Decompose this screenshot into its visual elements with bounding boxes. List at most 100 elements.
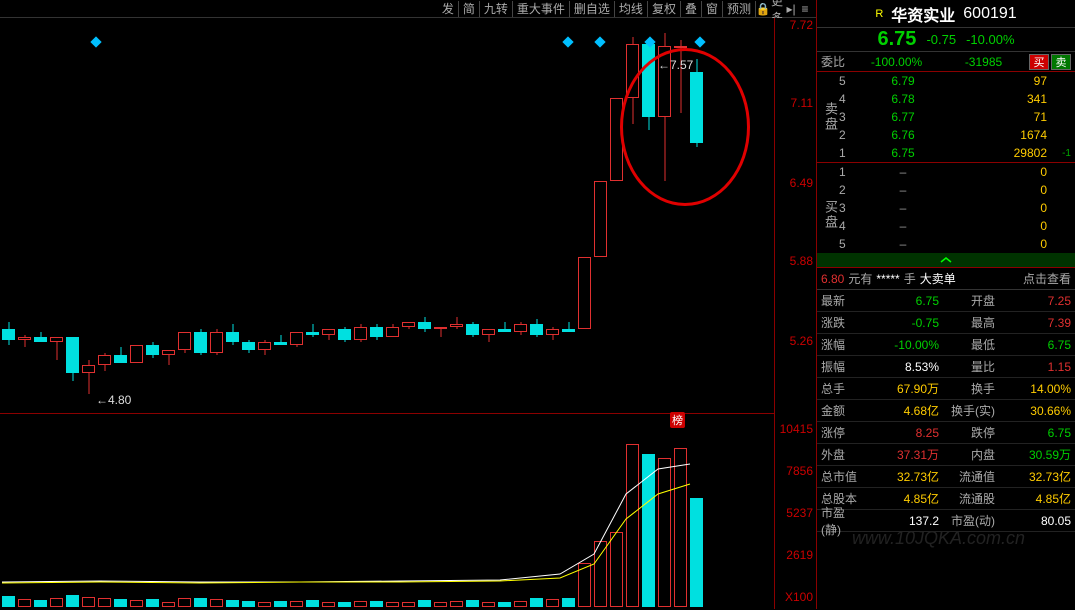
volume-bar[interactable]: [82, 597, 95, 607]
candle[interactable]: [354, 18, 367, 413]
volume-bar[interactable]: [514, 601, 527, 607]
toolbar-叠[interactable]: 叠: [681, 1, 702, 17]
stock-name[interactable]: 华资实业: [891, 2, 955, 26]
candle[interactable]: [610, 18, 623, 413]
volume-bar[interactable]: [658, 458, 671, 607]
volume-bar[interactable]: [562, 598, 575, 607]
toolbar-九转[interactable]: 九转: [480, 1, 513, 17]
sell-button[interactable]: 卖: [1051, 54, 1071, 70]
candle[interactable]: [418, 18, 431, 413]
candle[interactable]: [178, 18, 191, 413]
toolbar-删自选[interactable]: 删自选: [570, 1, 615, 17]
volume-bar[interactable]: [66, 595, 79, 608]
volume-bar[interactable]: [146, 599, 159, 607]
level-row[interactable]: 46.78341: [817, 90, 1075, 108]
volume-bar[interactable]: [258, 602, 271, 607]
volume-bar[interactable]: [210, 599, 223, 607]
toolbar-窗[interactable]: 窗: [702, 1, 723, 17]
expand-button[interactable]: [817, 253, 1075, 267]
candle[interactable]: [562, 18, 575, 413]
volume-bar[interactable]: [578, 563, 591, 607]
candle[interactable]: [82, 18, 95, 413]
buy-button[interactable]: 买: [1029, 54, 1049, 70]
candle[interactable]: [226, 18, 239, 413]
volume-bar[interactable]: [546, 599, 559, 607]
toolbar-简[interactable]: 简: [459, 1, 480, 17]
candle[interactable]: [258, 18, 271, 413]
candle[interactable]: [274, 18, 287, 413]
volume-bar[interactable]: [594, 541, 607, 607]
volume-bar[interactable]: [466, 600, 479, 607]
level-row[interactable]: 36.7771: [817, 108, 1075, 126]
level-row[interactable]: 16.7529802-1: [817, 144, 1075, 162]
more-icon[interactable]: 更多: [770, 2, 784, 16]
volume-bar[interactable]: [530, 598, 543, 607]
candle[interactable]: [338, 18, 351, 413]
volume-bar[interactable]: [322, 602, 335, 607]
candle[interactable]: [530, 18, 543, 413]
stock-code[interactable]: 600191: [963, 5, 1016, 23]
volume-bar[interactable]: [274, 601, 287, 607]
volume-bar[interactable]: [674, 448, 687, 607]
volume-bar[interactable]: [130, 600, 143, 608]
candle[interactable]: [98, 18, 111, 413]
volume-bar[interactable]: [306, 600, 319, 607]
toolbar-均线[interactable]: 均线: [615, 1, 648, 17]
candle[interactable]: [18, 18, 31, 413]
volume-bar[interactable]: [178, 598, 191, 607]
volume-bar[interactable]: [482, 602, 495, 607]
level-row[interactable]: 5–0: [817, 235, 1075, 253]
candle[interactable]: [50, 18, 63, 413]
candle[interactable]: [402, 18, 415, 413]
rank-badge[interactable]: 榜: [670, 412, 685, 428]
candle[interactable]: [386, 18, 399, 413]
volume-bar[interactable]: [626, 444, 639, 607]
volume-bar[interactable]: [194, 598, 207, 607]
volume-bar[interactable]: [290, 601, 303, 607]
volume-bar[interactable]: [418, 600, 431, 607]
candle[interactable]: [146, 18, 159, 413]
candle[interactable]: [162, 18, 175, 413]
volume-bar[interactable]: [338, 602, 351, 607]
level-row[interactable]: 2–0: [817, 181, 1075, 199]
big-order-link[interactable]: 点击查看: [1023, 270, 1071, 287]
toolbar-复权[interactable]: 复权: [648, 1, 681, 17]
candle[interactable]: [306, 18, 319, 413]
level-row[interactable]: 3–0: [817, 199, 1075, 217]
candle[interactable]: [2, 18, 15, 413]
candle[interactable]: [322, 18, 335, 413]
level-row[interactable]: 1–0: [817, 163, 1075, 181]
volume-bar[interactable]: [2, 596, 15, 607]
candle[interactable]: [482, 18, 495, 413]
candle[interactable]: [546, 18, 559, 413]
candle[interactable]: [66, 18, 79, 413]
volume-bar[interactable]: [354, 601, 367, 607]
level-row[interactable]: 4–0: [817, 217, 1075, 235]
candle[interactable]: [450, 18, 463, 413]
volume-bar[interactable]: [370, 601, 383, 607]
volume-bar[interactable]: [50, 598, 63, 607]
candle[interactable]: [578, 18, 591, 413]
candle[interactable]: [514, 18, 527, 413]
volume-bar[interactable]: [498, 602, 511, 607]
candle[interactable]: [594, 18, 607, 413]
kline-panel[interactable]: 7.727.116.495.885.26 ←7.57←4.80: [0, 18, 775, 413]
candle[interactable]: [290, 18, 303, 413]
volume-bar[interactable]: [434, 602, 447, 607]
volume-bar[interactable]: [642, 454, 655, 607]
candle[interactable]: [434, 18, 447, 413]
candle[interactable]: [242, 18, 255, 413]
volume-bar[interactable]: [690, 498, 703, 607]
volume-bar[interactable]: [226, 600, 239, 607]
toolbar-重大事件[interactable]: 重大事件: [513, 1, 570, 17]
level-row[interactable]: 26.761674: [817, 126, 1075, 144]
candle[interactable]: [370, 18, 383, 413]
volume-bar[interactable]: [162, 602, 175, 607]
volume-bar[interactable]: [242, 601, 255, 607]
volume-bar[interactable]: [402, 602, 415, 607]
toolbar-预测[interactable]: 预测: [723, 1, 756, 17]
volume-bar[interactable]: [450, 601, 463, 607]
candle[interactable]: [466, 18, 479, 413]
lock-icon[interactable]: 🔒: [756, 2, 770, 16]
volume-bar[interactable]: [386, 602, 399, 607]
